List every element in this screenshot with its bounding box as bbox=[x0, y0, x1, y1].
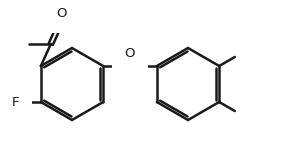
Text: O: O bbox=[57, 7, 67, 20]
Text: O: O bbox=[125, 47, 135, 60]
Text: F: F bbox=[11, 95, 19, 109]
